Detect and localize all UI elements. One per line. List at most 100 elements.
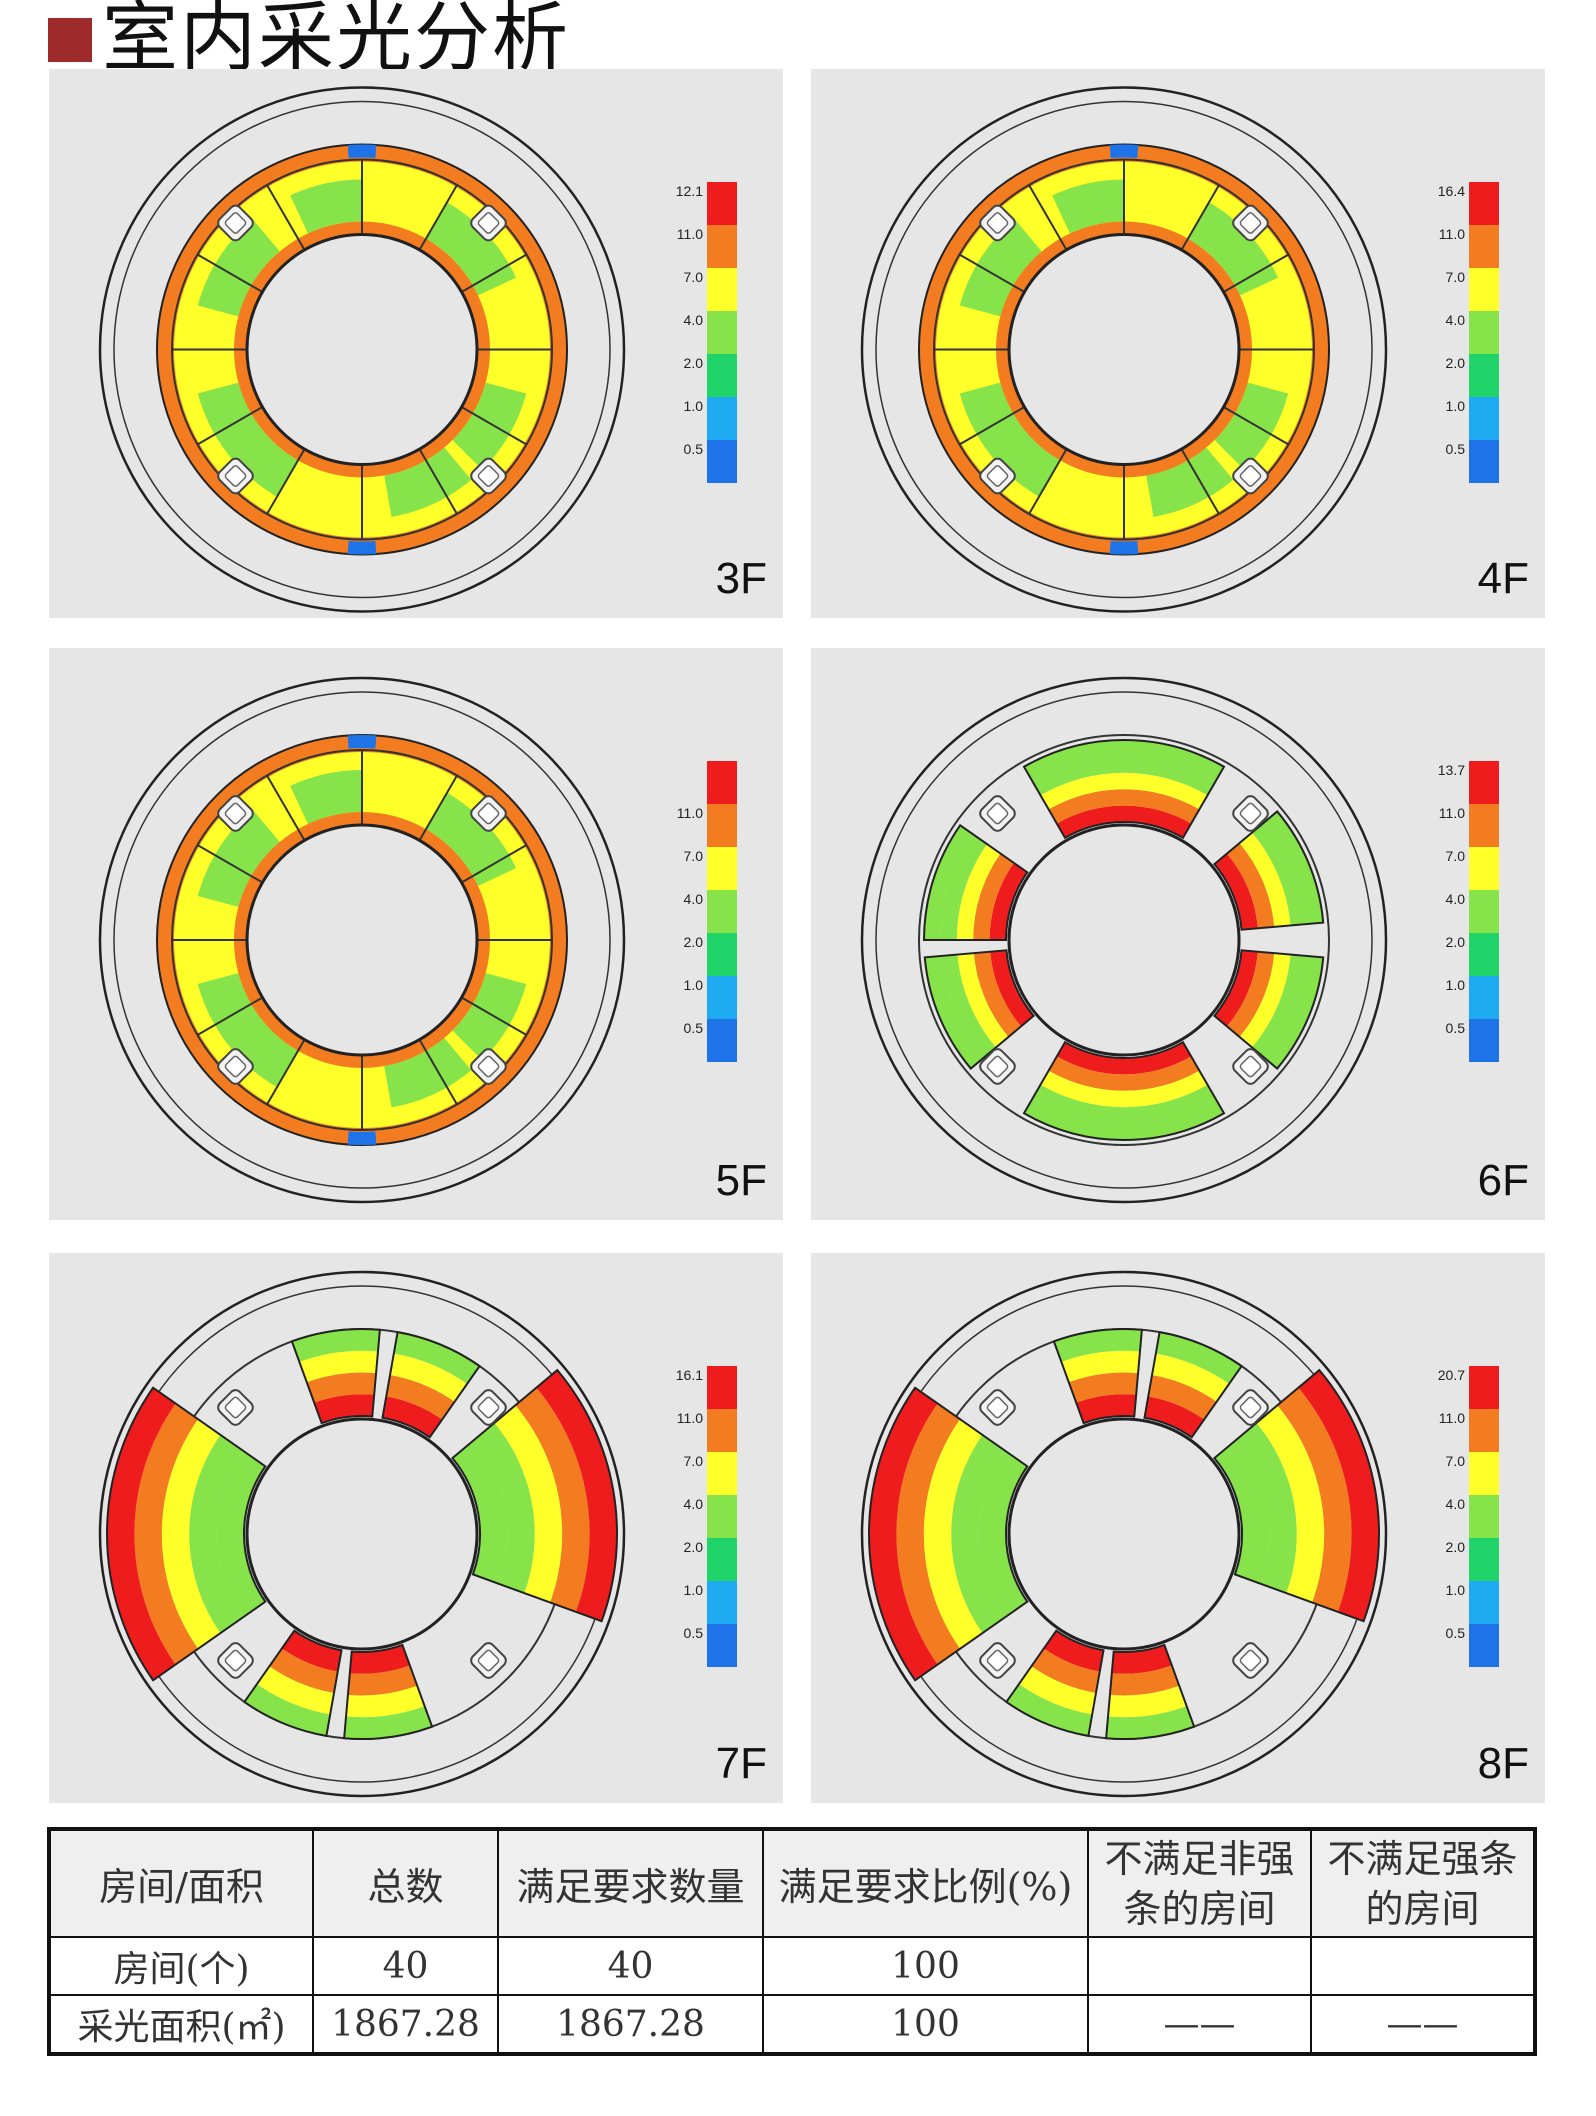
floor-label: 5F (715, 1156, 767, 1205)
legend-swatch (707, 268, 737, 311)
legend: 16.1 11.0 7.0 4.0 2.0 1.0 0.5 (676, 1366, 737, 1667)
legend-label: 1.0 (1446, 977, 1466, 993)
legend-label: 13.7 (1438, 762, 1465, 778)
floor-plan (98, 86, 626, 613)
west-wing-band (978, 1450, 1028, 1618)
page-title: 室内采光分析 (102, 0, 570, 82)
table-cell: 40 (312, 1936, 499, 1996)
central-atrium (1007, 1417, 1241, 1651)
east-wing-band (1277, 1387, 1352, 1612)
floor-label: 3F (715, 554, 767, 603)
partition-wall (266, 1039, 306, 1106)
legend: 13.7 11.0 7.0 4.0 2.0 1.0 0.5 (1438, 761, 1499, 1062)
legend-label: 1.0 (1446, 398, 1466, 414)
stair-core-inner (224, 212, 247, 234)
room-wedge-band (281, 1630, 342, 1672)
stair-core-inner (477, 1649, 500, 1672)
central-atrium (245, 1417, 479, 1651)
room-wedge-band (1040, 772, 1208, 810)
facade-line (918, 734, 1330, 1146)
west-wing-band (161, 1419, 221, 1649)
legend-swatch (707, 182, 737, 225)
room-wedge-outline (1052, 1328, 1143, 1425)
legend-swatch (1469, 890, 1499, 933)
legend-swatch (1469, 397, 1499, 440)
floor-plan (860, 1270, 1388, 1798)
west-wing-outline (106, 1386, 267, 1682)
legend-swatch (707, 311, 737, 354)
east-wing-band (494, 1405, 563, 1603)
room-wedge-band (1031, 1648, 1100, 1694)
legend-swatch (1469, 225, 1499, 268)
partition-wall (1028, 184, 1068, 251)
central-atrium (245, 233, 479, 466)
room-wedge-band (1061, 1350, 1140, 1383)
floor-panel-4f: 16.4 11.0 7.0 4.0 2.0 1.0 0.5 4F (811, 69, 1545, 618)
room-wedge-outline (290, 1328, 381, 1425)
floor-panel-8f: 20.7 11.0 7.0 4.0 2.0 1.0 0.5 8F (811, 1253, 1545, 1803)
daylight-zone (290, 770, 362, 824)
legend-label: 7.0 (1446, 848, 1466, 864)
legend-label: 2.0 (684, 1539, 704, 1555)
room-wedge-outline (1143, 1330, 1243, 1439)
west-wing-band (923, 1419, 983, 1649)
legend-label: 7.0 (684, 1453, 704, 1469)
room-wedge-band (1048, 1056, 1200, 1091)
header-cell: 不满足强条 的房间 (1310, 1828, 1536, 1938)
central-atrium (1007, 823, 1241, 1057)
legend-swatch (707, 890, 737, 933)
room-wedge-outline (343, 1643, 434, 1740)
room-wedge-band (393, 1332, 480, 1384)
legend-swatch (1469, 268, 1499, 311)
room-wedge-band (924, 956, 984, 1069)
room-wedge-band (347, 1665, 418, 1696)
table-cell: 100 (762, 1936, 1089, 1996)
legend-swatch (707, 440, 737, 483)
daylight-zone (290, 179, 362, 234)
room-wedge-outline (1212, 810, 1325, 931)
partition-wall (266, 774, 306, 841)
room-wedge-band (956, 844, 1001, 940)
partition-wall (1028, 448, 1068, 515)
room-wedge-band (1264, 811, 1324, 924)
legend-swatch (707, 1581, 737, 1624)
west-wing-band (869, 1387, 938, 1681)
legend-label: 11.0 (1439, 1410, 1465, 1426)
stair-core-inner (986, 212, 1009, 234)
partition-wall (461, 406, 528, 446)
daylight-zone (426, 792, 517, 886)
stair-core-inner (224, 1396, 247, 1419)
room-wedge-band (940, 834, 988, 940)
west-wing-band (134, 1403, 199, 1665)
room-wedge-outline (243, 1629, 343, 1738)
room-wedge-band (1109, 1665, 1180, 1696)
floor-panel-3f: 12.1 11.0 7.0 4.0 2.0 1.0 0.5 3F (49, 69, 783, 618)
legend-swatch (1469, 933, 1499, 976)
room-wedge-band (941, 954, 996, 1059)
stair-core-inner (477, 802, 500, 825)
room-wedge-band (244, 1684, 331, 1736)
partition-wall (1180, 184, 1220, 251)
stair-core-inner (477, 1396, 500, 1419)
legend-label: 0.5 (684, 1020, 704, 1036)
room-wedge-band (957, 953, 1009, 1048)
stair-core-inner (986, 1649, 1009, 1672)
room-wedge-band (1024, 740, 1224, 781)
east-wing-outline (1212, 1368, 1380, 1623)
title-marker (48, 18, 92, 62)
partition-wall (196, 844, 263, 884)
stair-core-inner (986, 1396, 1009, 1419)
window-mark (1109, 541, 1139, 555)
floor-panel-6f: 13.7 11.0 7.0 4.0 2.0 1.0 0.5 6F (811, 648, 1545, 1220)
legend-label: 11.0 (677, 1410, 703, 1426)
stair-core-inner (986, 1055, 1009, 1078)
partition-wall (196, 406, 263, 446)
west-wing-band (106, 1387, 176, 1681)
floor-label: 7F (715, 1739, 767, 1788)
room-wedge-band (256, 1666, 334, 1715)
stair-core-inner (477, 1055, 500, 1078)
legend: 12.1 11.0 7.0 4.0 2.0 1.0 0.5 (676, 182, 737, 483)
room-wedge-band (1108, 1685, 1187, 1718)
legend-swatch (1469, 804, 1499, 847)
room-wedge-outline (1105, 1643, 1196, 1740)
